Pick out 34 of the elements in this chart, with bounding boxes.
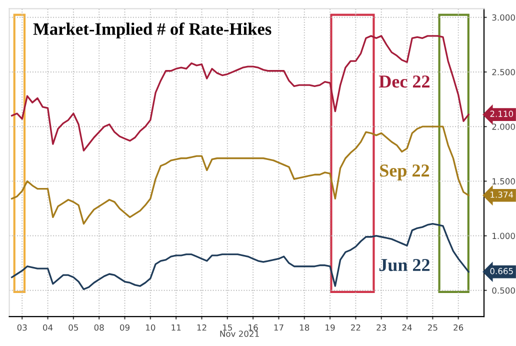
line-series: [11, 222, 470, 290]
text: 0.665: [490, 268, 513, 274]
x-tick-label: 11: [172, 324, 181, 331]
x-tick-label: 19: [326, 324, 335, 331]
y-tick-label: 0.500: [492, 287, 515, 294]
x-tick-label: 05: [68, 324, 78, 331]
x-tick-label: 10: [146, 324, 156, 331]
y-tick-label: 1.500: [492, 178, 515, 184]
x-tick-label: 16: [248, 324, 258, 331]
x-tick-label: 25: [428, 324, 438, 331]
x-axis-title: Nov 2021: [220, 330, 259, 337]
y-tick-label: 2.500: [492, 68, 515, 76]
text: 2.110: [490, 110, 514, 117]
x-tick-label: 04: [43, 324, 53, 331]
y-tick-label: 1.000: [492, 232, 515, 240]
x-tick-label: 18: [300, 324, 310, 331]
text: Market-Implied # of Rate-Hikes: [33, 22, 272, 38]
text: 1.374: [490, 191, 514, 198]
x-tick-label: 23: [376, 324, 386, 331]
x-tick-label: 09: [120, 324, 130, 331]
y-tick-label: 3.000: [492, 14, 515, 21]
x-tick-label: 15: [223, 324, 232, 331]
series-label: Jun 22: [379, 258, 430, 272]
y-tick-label: 2.000: [492, 124, 515, 130]
x-tick-label: 22: [351, 324, 360, 331]
series-label: Dec 22: [378, 76, 430, 88]
series-label: Sep 22: [380, 164, 430, 180]
x-tick-label: 03: [17, 324, 27, 331]
x-tick-label: 08: [94, 324, 104, 331]
line-series: [11, 126, 470, 225]
x-tick-label: 24: [402, 324, 412, 331]
x-tick-label: 26: [454, 324, 464, 331]
x-tick-label: 12: [197, 324, 206, 331]
x-tick-label: 17: [274, 324, 284, 331]
